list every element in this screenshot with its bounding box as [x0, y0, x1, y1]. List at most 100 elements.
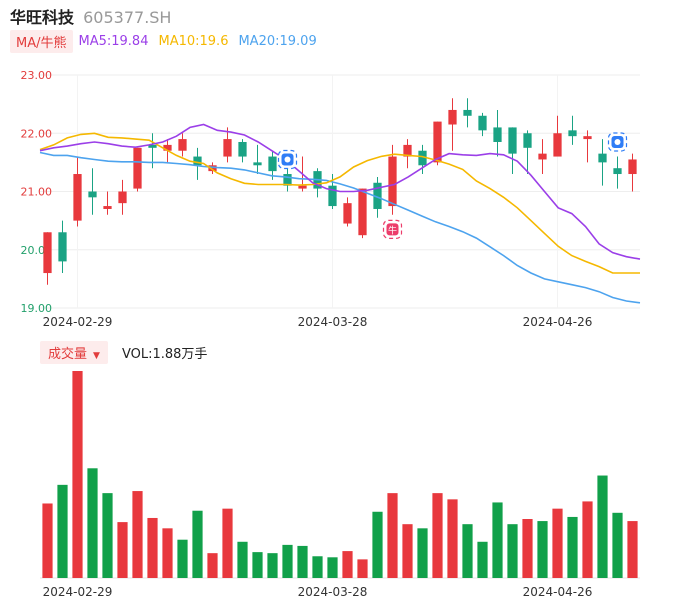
- candle-body: [628, 159, 637, 175]
- candle-body: [448, 109, 457, 125]
- candle-body: [433, 121, 442, 163]
- candle-body: [283, 174, 292, 186]
- candle-body: [148, 144, 157, 148]
- price-tick-label: 19.00: [21, 302, 53, 315]
- volume-bar: [162, 528, 173, 578]
- volume-bar: [267, 553, 278, 578]
- candle-body: [43, 232, 52, 274]
- volume-bar: [402, 524, 413, 578]
- price-date-label: 2024-03-28: [298, 315, 368, 329]
- volume-date-label: 2024-02-29: [43, 585, 113, 599]
- candle-body: [88, 191, 97, 198]
- candle-body: [613, 168, 622, 175]
- candle-body: [208, 165, 217, 172]
- volume-bar: [207, 553, 218, 578]
- volume-bar: [237, 541, 248, 578]
- candle-body: [193, 156, 202, 166]
- ma10-line: [39, 132, 640, 274]
- volume-bar: [312, 556, 323, 578]
- candle-body: [358, 188, 367, 236]
- ma20-legend: MA20:19.09: [238, 33, 317, 49]
- bull-marker-glyph: 牛: [388, 224, 397, 236]
- candle-body: [133, 147, 142, 189]
- volume-bar: [552, 508, 563, 578]
- volume-bar: [582, 501, 593, 578]
- candle-body: [418, 150, 427, 166]
- candle-body: [403, 144, 412, 157]
- candle-body: [58, 232, 67, 262]
- volume-bar: [57, 484, 68, 578]
- candle-body: [328, 185, 337, 207]
- price-date-label: 2024-04-26: [523, 315, 593, 329]
- candle-body: [268, 156, 277, 172]
- candle-body: [343, 203, 352, 224]
- volume-bar: [372, 511, 383, 578]
- price-tick-label: 23.00: [21, 69, 53, 82]
- ma-legend: MA/牛熊 MA5:19.84 MA10:19.6 MA20:19.09: [10, 29, 327, 53]
- volume-bar: [252, 552, 263, 578]
- candle-body: [103, 206, 112, 209]
- volume-bar: [537, 521, 548, 578]
- volume-indicator-label: 成交量: [48, 346, 88, 362]
- ma5-line: [39, 123, 641, 260]
- bear-marker-dot: [284, 156, 291, 163]
- caret-down-icon: ▼: [93, 350, 100, 361]
- volume-bar: [357, 559, 368, 578]
- candle-body: [583, 136, 592, 140]
- volume-bar: [567, 516, 578, 578]
- candle-body: [178, 139, 187, 151]
- ma10-legend: MA10:19.6: [158, 33, 229, 49]
- candle-body: [478, 115, 487, 131]
- candle-body: [73, 174, 82, 221]
- candle-body: [508, 127, 517, 154]
- volume-bar: [42, 503, 53, 578]
- candle-body: [568, 130, 577, 137]
- volume-bar: [417, 528, 428, 578]
- volume-bar: [462, 524, 473, 578]
- volume-bar: [117, 522, 128, 578]
- candle-body: [253, 162, 262, 166]
- volume-bar: [342, 551, 353, 578]
- volume-bar: [387, 493, 398, 578]
- volume-bar: [477, 541, 488, 578]
- candle-body: [553, 133, 562, 157]
- stock-title: 华旺科技 605377.SH: [10, 4, 171, 28]
- price-tick-label: 21.00: [21, 186, 53, 199]
- bull-marker-icon: [386, 223, 399, 236]
- price-tick-label: 22.00: [21, 127, 53, 140]
- candle-body: [223, 139, 232, 157]
- stock-name: 华旺科技: [10, 8, 75, 27]
- candle-body: [298, 185, 307, 189]
- volume-bar: [72, 371, 83, 578]
- volume-value: VOL:1.88万手: [121, 346, 208, 362]
- volume-bar: [297, 545, 308, 578]
- volume-bar: [132, 491, 143, 578]
- volume-bar: [492, 502, 503, 578]
- bear-marker-dot: [614, 138, 621, 145]
- volume-legend: 成交量 ▼ VOL:1.88万手: [40, 340, 208, 364]
- ma-bull-bear-toggle[interactable]: MA/牛熊: [10, 29, 73, 53]
- volume-bar: [177, 539, 188, 578]
- volume-bar: [597, 475, 608, 578]
- candle-body: [238, 141, 247, 157]
- candle-body: [493, 127, 502, 142]
- volume-bar: [507, 524, 518, 578]
- volume-indicator-select[interactable]: 成交量 ▼: [40, 340, 108, 364]
- volume-bar: [102, 493, 113, 578]
- volume-bar: [522, 519, 533, 578]
- volume-bar: [612, 512, 623, 578]
- candle-body: [598, 153, 607, 163]
- ma20-line: [39, 151, 641, 304]
- volume-bar: [327, 557, 338, 578]
- stock-code: 605377.SH: [83, 8, 172, 27]
- candle-body: [388, 156, 397, 207]
- candle-body: [163, 144, 172, 151]
- candle-body: [538, 153, 547, 160]
- price-date-label: 2024-02-29: [43, 315, 113, 329]
- volume-bar: [432, 493, 443, 578]
- volume-bar: [147, 517, 158, 578]
- volume-date-label: 2024-03-28: [298, 585, 368, 599]
- volume-bar: [282, 544, 293, 578]
- volume-date-label: 2024-04-26: [523, 585, 593, 599]
